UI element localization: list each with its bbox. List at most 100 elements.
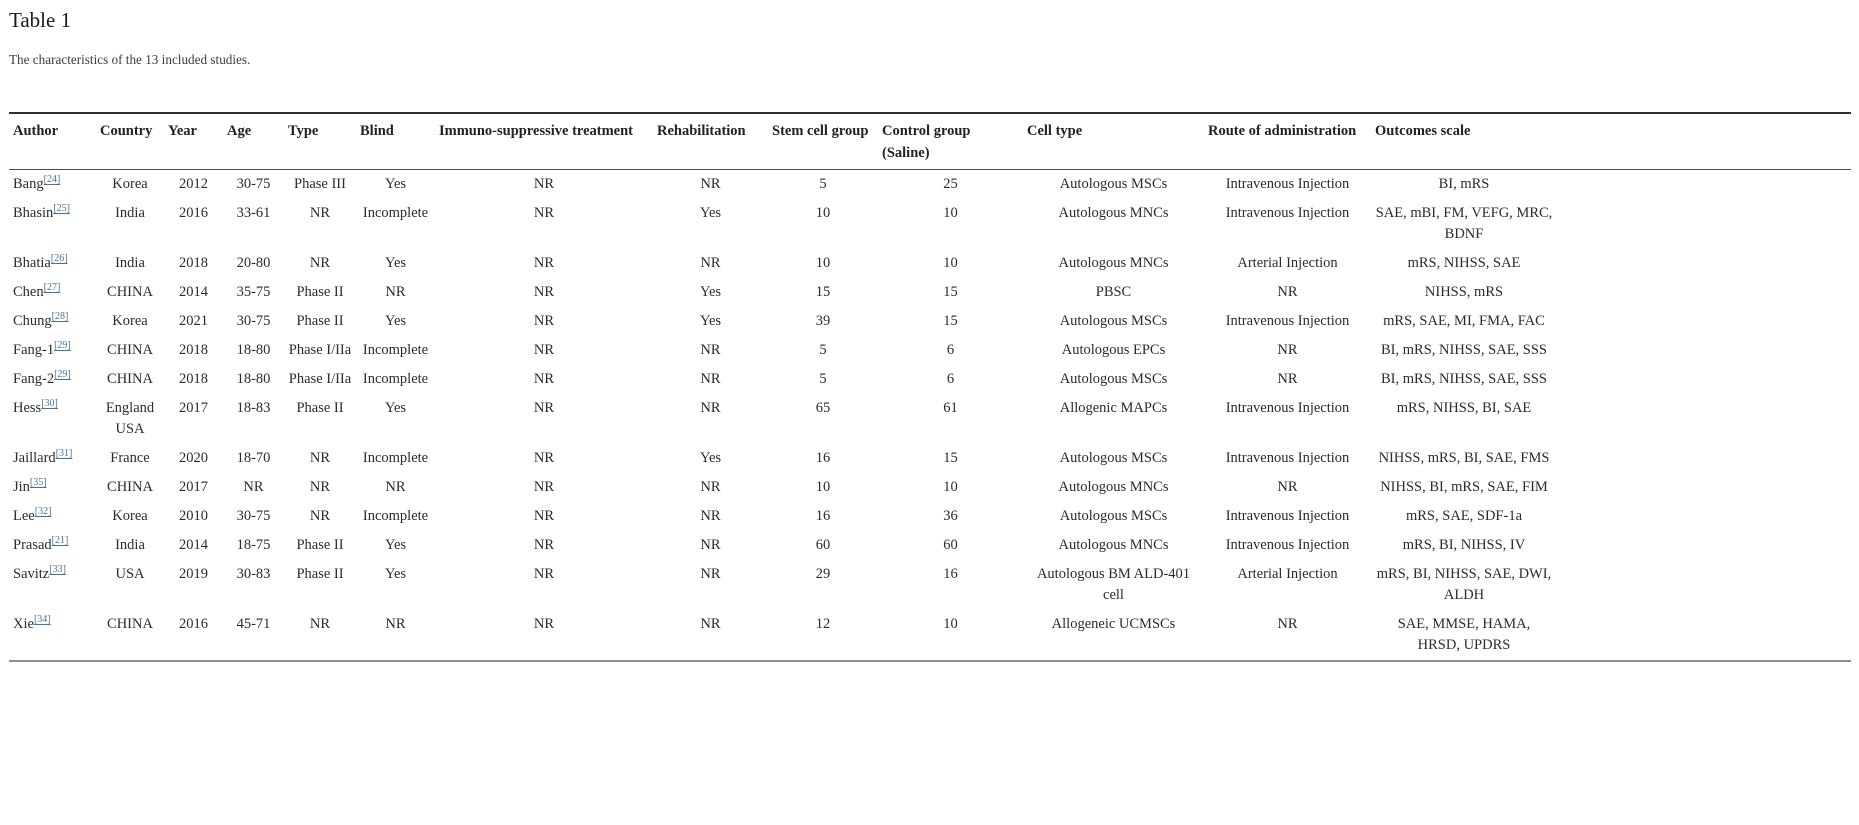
- column-header-type: Type: [284, 113, 356, 171]
- author-name: Hess: [13, 400, 42, 417]
- cell-immuno: NR: [533, 313, 555, 330]
- citation-link[interactable]: [32]: [34, 506, 52, 518]
- citation-superscript: [31]: [56, 449, 73, 460]
- cell-outcomes: mRS, SAE, SDF-1a: [1405, 508, 1523, 525]
- citation-link[interactable]: [31]: [55, 448, 73, 460]
- table-row: Hess[30] England USA 2017 18-83 Phase II Yes N…: [9, 394, 1851, 444]
- cell-age: 18-80: [236, 342, 271, 359]
- cell-rehab: NR: [700, 566, 721, 583]
- column-header-outcomes: Outcomes scale: [1371, 113, 1557, 171]
- cell-age: 30-75: [236, 313, 271, 330]
- cell-year: 2014: [179, 537, 208, 554]
- citation-link[interactable]: [28]: [51, 311, 69, 323]
- table-row: Lee[32] Korea 2010 30-75 NR Incomplete NR NR 16 3…: [9, 502, 1851, 531]
- cell-stem: 16: [815, 508, 831, 525]
- author-name: Fang-1: [13, 342, 55, 359]
- citation-link[interactable]: [30]: [41, 398, 58, 410]
- cell-year: 2016: [179, 205, 208, 222]
- cell-country: USA: [115, 566, 145, 583]
- author-name: Bhasin: [13, 205, 54, 222]
- table-row: Savitz[33] USA 2019 30-83 Phase II Yes NR NR 29 1…: [9, 560, 1851, 610]
- cell-control: 10: [943, 616, 958, 633]
- cell-stem: 16: [815, 450, 831, 467]
- table-row: Chen[27] CHINA 2014 35-75 Phase II NR NR Yes 15 1…: [9, 278, 1851, 307]
- citation-link[interactable]: [27]: [43, 282, 61, 294]
- cell-age: 30-83: [236, 566, 271, 583]
- citation-link[interactable]: [24]: [43, 174, 61, 186]
- cell-filler: [1557, 531, 1851, 560]
- cell-rehab: Yes: [699, 284, 722, 301]
- cell-author: Chen[27]: [9, 278, 96, 307]
- cell-route: Intravenous Injection: [1225, 508, 1350, 525]
- cell-year: 2018: [179, 255, 208, 272]
- author-name: Jin: [13, 479, 30, 496]
- cell-blind: Incomplete: [362, 508, 429, 525]
- cell-route: NR: [1277, 342, 1298, 359]
- cell-control: 16: [943, 566, 958, 583]
- citation-superscript: [29]: [54, 370, 71, 381]
- citation-link[interactable]: [25]: [53, 203, 70, 215]
- cell-blind: Incomplete: [362, 450, 429, 467]
- cell-type: Phase III: [294, 176, 346, 193]
- cell-cell_type: Allogenic MAPCs: [1059, 400, 1168, 417]
- citation-link[interactable]: [21]: [51, 535, 69, 547]
- cell-cell_type: Autologous EPCs: [1061, 342, 1166, 359]
- cell-age: NR: [243, 479, 264, 496]
- author-name: Lee: [13, 508, 35, 525]
- author-name: Bhatia: [13, 255, 51, 272]
- cell-filler: [1557, 278, 1851, 307]
- cell-control: 15: [943, 450, 958, 467]
- cell-rehab: NR: [700, 479, 721, 496]
- header-row: Author Country Year Age Type Blind Immuno-supp…: [9, 113, 1851, 171]
- cell-filler: [1557, 249, 1851, 278]
- citation-link[interactable]: [35]: [29, 477, 47, 489]
- cell-cell_type: Autologous MNCs: [1058, 205, 1169, 222]
- cell-country: England USA: [105, 400, 155, 438]
- cell-outcomes: mRS, BI, NIHSS, SAE, DWI, ALDH: [1376, 566, 1552, 604]
- cell-age: 18-83: [236, 400, 271, 417]
- cell-stem: 12: [815, 616, 831, 633]
- citation-link[interactable]: [34]: [33, 614, 51, 626]
- column-header-control: Control group (Saline): [878, 113, 1023, 171]
- cell-route: Arterial Injection: [1237, 255, 1338, 272]
- column-header-stem: Stem cell group: [768, 113, 878, 171]
- citation-link[interactable]: [29]: [54, 369, 71, 381]
- cell-blind: Yes: [384, 313, 407, 330]
- cell-filler: [1557, 199, 1851, 249]
- citation-link[interactable]: [29]: [54, 340, 71, 352]
- cell-author: Bhatia[26]: [9, 249, 96, 278]
- cell-type: Phase II: [296, 313, 344, 330]
- column-header-year: Year: [164, 113, 223, 171]
- cell-year: 2012: [179, 176, 208, 193]
- cell-immuno: NR: [533, 479, 555, 496]
- cell-filler: [1557, 502, 1851, 531]
- column-header-country: Country: [96, 113, 164, 171]
- cell-country: India: [115, 205, 145, 222]
- cell-control: 6: [946, 342, 955, 359]
- cell-year: 2020: [179, 450, 208, 467]
- cell-outcomes: BI, mRS, NIHSS, SAE, SSS: [1381, 342, 1547, 359]
- citation-superscript: [29]: [54, 341, 71, 352]
- cell-outcomes: BI, mRS: [1438, 176, 1490, 193]
- cell-immuno: NR: [533, 255, 555, 272]
- cell-stem: 5: [819, 176, 827, 193]
- cell-outcomes: NIHSS, mRS: [1424, 284, 1504, 301]
- cell-filler: [1557, 444, 1851, 473]
- cell-rehab: NR: [700, 616, 721, 633]
- citation-link[interactable]: [26]: [50, 253, 68, 265]
- cell-outcomes: SAE, mBI, FM, VEFG, MRC, BDNF: [1375, 205, 1553, 243]
- cell-cell_type: Allogeneic UCMSCs: [1051, 616, 1176, 633]
- cell-type: NR: [309, 479, 331, 496]
- cell-immuno: NR: [533, 284, 555, 301]
- cell-route: Intravenous Injection: [1225, 450, 1350, 467]
- column-header-blind: Blind: [356, 113, 435, 171]
- cell-author: Bhasin[25]: [9, 199, 96, 249]
- cell-route: NR: [1277, 371, 1298, 388]
- cell-immuno: NR: [533, 537, 555, 554]
- citation-link[interactable]: [33]: [49, 564, 66, 576]
- page-title: Table 1: [9, 8, 72, 32]
- column-header-immuno: Immuno-suppressive treatment: [435, 113, 653, 171]
- citation-superscript: [30]: [41, 399, 58, 410]
- citation-superscript: [28]: [52, 312, 69, 323]
- cell-filler: [1557, 610, 1851, 661]
